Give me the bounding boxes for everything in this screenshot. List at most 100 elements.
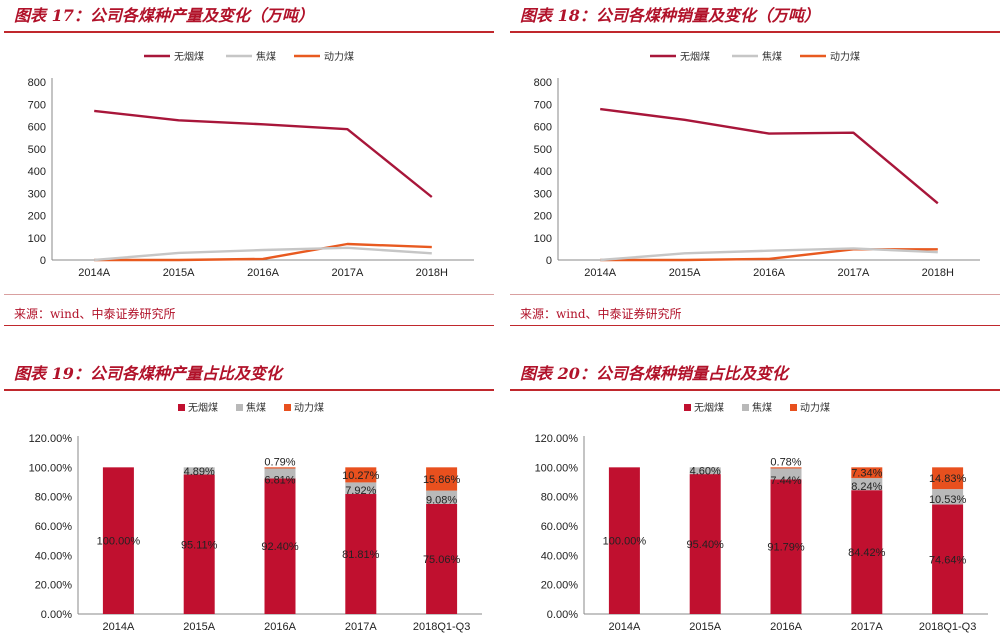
panel-chart-17: 图表 17：公司各煤种产量及变化（万吨） 无烟煤 焦煤 动力煤 0 100 200 300 4…: [4, 2, 494, 332]
x-tick-label: 2017A: [331, 267, 363, 279]
x-tick-label: 2018Q1-Q3: [919, 621, 976, 633]
x-tick-label: 2018H: [922, 267, 954, 279]
legend-swatch: [178, 404, 185, 411]
source-note: 来源：wind、中泰证券研究所: [520, 307, 682, 321]
legend-label: 动力煤: [830, 50, 860, 63]
y-tick-label: 300: [28, 188, 46, 200]
legend-swatch: [742, 404, 749, 411]
y-tick-label: 80.00%: [35, 492, 73, 504]
y-tick-label: 40.00%: [35, 550, 73, 562]
y-tick-label: 40.00%: [541, 550, 579, 562]
panel-chart-20: 图表 20：公司各煤种销量占比及变化 无烟煤 焦煤 动力煤 0.00% 20.00% 40…: [510, 360, 1000, 642]
data-label: 15.86%: [423, 474, 461, 486]
y-tick-label: 700: [28, 99, 46, 111]
data-label: 0.78%: [770, 456, 801, 468]
panel-title: 图表 18：公司各煤种销量及变化（万吨）: [520, 6, 820, 25]
x-tick-label: 2016A: [247, 267, 279, 279]
y-tick-label: 100: [534, 233, 552, 245]
data-label: 95.40%: [687, 539, 725, 551]
bar-segment: [102, 467, 134, 614]
legend-swatch: [790, 404, 797, 411]
legend-label: 动力煤: [800, 401, 830, 414]
data-label: 81.81%: [342, 549, 380, 561]
data-label: 84.42%: [848, 547, 886, 559]
legend-label: 无烟煤: [680, 50, 710, 63]
source-bottom-divider: [510, 325, 1000, 326]
data-label: 0.79%: [264, 456, 295, 468]
bar-segment: [345, 482, 377, 495]
panel-title: 图表 19：公司各煤种产量占比及变化: [14, 364, 282, 383]
y-tick-label: 0: [40, 255, 46, 267]
legend-swatch: [684, 404, 691, 411]
panel-title: 图表 17：公司各煤种产量及变化（万吨）: [14, 6, 314, 25]
x-tick-label: 2014A: [608, 621, 640, 633]
panel-chart-18: 图表 18：公司各煤种销量及变化（万吨） 无烟煤 焦煤 动力煤 0 100 200 300 4…: [510, 2, 1000, 332]
stacked-bar-chart-sales-share: 无烟煤 焦煤 动力煤 0.00% 20.00% 40.00% 60.00% 80.00% 100…: [535, 401, 988, 633]
bar-segment: [426, 490, 458, 504]
bar-segment: [345, 494, 377, 614]
y-tick-label: 600: [28, 122, 46, 134]
data-label: 7.44%: [770, 475, 801, 487]
bar-segment: [770, 479, 802, 614]
x-tick-label: 2015A: [183, 621, 215, 633]
bar-segment: [608, 467, 640, 614]
x-tick-label: 2014A: [584, 267, 616, 279]
x-tick-label: 2015A: [163, 267, 195, 279]
x-tick-label: 2017A: [345, 621, 377, 633]
x-tick-label: 2017A: [837, 267, 869, 279]
line-chart-production: 无烟煤 焦煤 动力煤 0 100 200 300 400 500 600 700 800 2014A 20…: [28, 50, 474, 279]
x-tick-label: 2016A: [753, 267, 785, 279]
data-label: 74.64%: [929, 554, 967, 566]
bar-segment: [851, 467, 883, 479]
data-label: 95.11%: [181, 539, 218, 551]
y-tick-label: 800: [28, 77, 46, 89]
data-label: 7.34%: [851, 468, 882, 480]
data-label: 75.06%: [423, 554, 461, 566]
bar-segment: [932, 467, 964, 490]
legend-label: 无烟煤: [174, 50, 204, 63]
x-tick-label: 2018H: [416, 267, 448, 279]
legend-label: 焦煤: [762, 50, 782, 63]
y-tick-label: 700: [534, 99, 552, 111]
bar-segment: [264, 468, 296, 479]
bar-segment: [183, 474, 215, 614]
bar-segment: [932, 504, 964, 614]
y-tick-label: 0.00%: [547, 609, 578, 621]
x-tick-label: 2015A: [669, 267, 701, 279]
bar-segment: [689, 474, 721, 614]
x-tick-label: 2014A: [102, 621, 134, 633]
y-tick-label: 100.00%: [29, 462, 73, 474]
y-tick-label: 0.00%: [41, 609, 72, 621]
bar-segment: [851, 490, 883, 614]
data-label: 6.81%: [264, 474, 295, 486]
bar-segment: [426, 503, 458, 614]
series-line: [94, 246, 432, 262]
y-tick-label: 120.00%: [29, 433, 73, 445]
title-divider: [4, 389, 494, 391]
y-tick-label: 20.00%: [35, 580, 73, 592]
y-tick-label: 200: [28, 211, 46, 223]
bar-segment: [770, 467, 802, 469]
y-tick-label: 600: [534, 122, 552, 134]
data-label: 4.89%: [184, 466, 215, 478]
title-divider: [510, 389, 1000, 391]
y-tick-label: 300: [534, 188, 552, 200]
data-label: 100.00%: [97, 536, 141, 548]
title-divider: [4, 31, 494, 33]
data-label: 4.60%: [690, 466, 721, 478]
legend-label: 焦煤: [752, 401, 772, 414]
data-label: 91.79%: [767, 542, 805, 554]
bar-segment: [264, 478, 296, 614]
y-tick-label: 500: [28, 144, 46, 156]
legend-swatch: [284, 404, 291, 411]
y-tick-label: 20.00%: [541, 580, 579, 592]
stacked-bar-chart-production-share: 无烟煤 焦煤 动力煤 0.00% 20.00% 40.00% 60.00% 80.00% 100…: [29, 401, 482, 633]
legend-label: 动力煤: [324, 50, 354, 63]
y-tick-label: 400: [28, 166, 46, 178]
legend-label: 焦煤: [256, 50, 276, 63]
x-tick-label: 2014A: [78, 267, 110, 279]
legend-label: 无烟煤: [694, 401, 724, 414]
legend-label: 无烟煤: [188, 401, 218, 414]
bar-segment: [689, 467, 721, 475]
data-label: 92.40%: [261, 541, 299, 553]
